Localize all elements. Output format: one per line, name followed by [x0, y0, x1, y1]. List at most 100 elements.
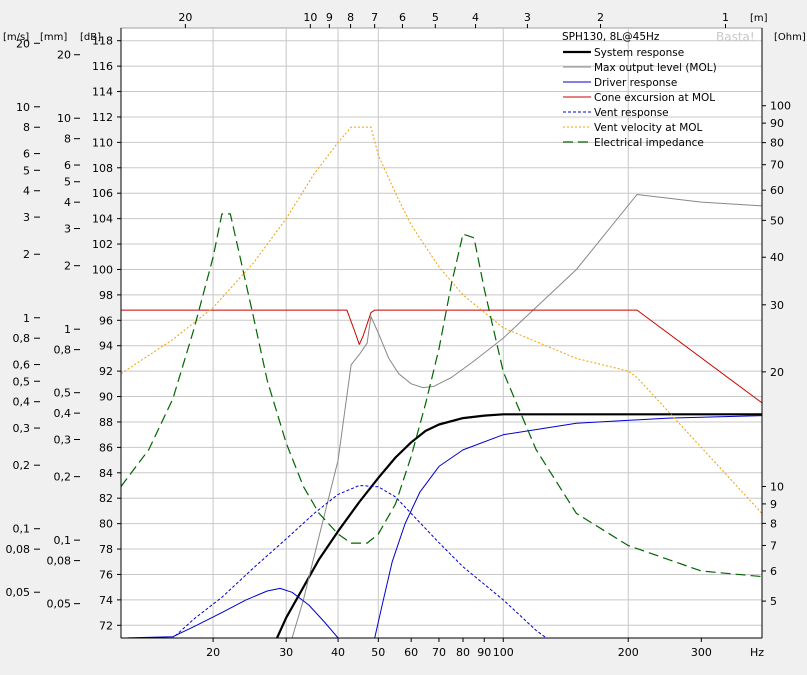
spl-tick-label: 114: [92, 86, 113, 99]
velocity-tick-label: 0,05: [6, 586, 31, 599]
x-tick-label: 100: [493, 646, 514, 659]
spl-axis-unit: [dB]: [80, 32, 101, 43]
excursion-tick-label: 0,8: [54, 344, 72, 357]
spl-tick-label: 108: [92, 162, 113, 175]
velocity-tick-label: 1: [23, 312, 30, 325]
excursion-tick-label: 20: [57, 49, 71, 62]
velocity-tick-label: 0,4: [13, 396, 31, 409]
series-line-1: [291, 194, 763, 639]
velocity-tick-label: 0,1: [13, 523, 31, 536]
spl-tick-label: 102: [92, 238, 113, 251]
impedance-tick-label: 30: [770, 299, 784, 312]
wavelength-axis-unit: [m]: [750, 13, 768, 24]
impedance-tick-label: 6: [770, 565, 777, 578]
spl-tick-label: 80: [99, 518, 113, 531]
excursion-tick-label: 8: [64, 133, 71, 146]
impedance-tick-label: 80: [770, 137, 784, 150]
grid: [121, 28, 762, 638]
excursion-tick-label: 0,3: [54, 433, 72, 446]
impedance-tick-label: 5: [770, 595, 777, 608]
excursion-tick-label: 0,5: [54, 387, 72, 400]
spl-tick-label: 78: [99, 543, 113, 556]
velocity-tick-label: 0,8: [13, 332, 31, 345]
impedance-tick-label: 9: [770, 498, 777, 511]
impedance-tick-label: 50: [770, 214, 784, 227]
impedance-tick-label: 8: [770, 517, 777, 530]
spl-tick-label: 106: [92, 187, 113, 200]
x-tick-label: 30: [279, 646, 293, 659]
wavelength-tick-label: 7: [371, 11, 378, 24]
velocity-axis-unit: [m/s]: [3, 32, 29, 43]
x-tick-label: 60: [404, 646, 418, 659]
impedance-tick-label: 40: [770, 251, 784, 264]
wavelength-tick-label: 4: [472, 11, 479, 24]
spl-tick-label: 84: [99, 467, 113, 480]
excursion-tick-label: 6: [64, 159, 71, 172]
legend-entry: System response: [594, 47, 684, 59]
spl-tick-label: 92: [99, 365, 113, 378]
wavelength-tick-label: 10: [303, 11, 317, 24]
excursion-tick-label: 0,2: [54, 471, 72, 484]
spl-tick-label: 118: [92, 35, 113, 48]
spl-tick-label: 98: [99, 289, 113, 302]
velocity-tick-label: 0,5: [13, 375, 31, 388]
legend-entry: Max output level (MOL): [594, 62, 717, 74]
wavelength-tick-label: 6: [399, 11, 406, 24]
velocity-tick-label: 2: [23, 248, 30, 261]
impedance-tick-label: 20: [770, 366, 784, 379]
wavelength-tick-label: 5: [432, 11, 439, 24]
series-line-6: [120, 213, 763, 578]
spl-tick-label: 76: [99, 568, 113, 581]
excursion-tick-label: 10: [57, 112, 71, 125]
x-tick-label: 90: [477, 646, 491, 659]
spl-tick-label: 110: [92, 136, 113, 149]
wavelength-tick-label: 8: [347, 11, 354, 24]
x-tick-label: 200: [618, 646, 639, 659]
velocity-tick-label: 0,08: [6, 543, 31, 556]
velocity-tick-label: 10: [16, 101, 30, 114]
series-line-4: [121, 485, 547, 639]
velocity-tick-label: 5: [23, 164, 30, 177]
spl-tick-label: 112: [92, 111, 113, 124]
velocity-tick-label: 3: [23, 211, 30, 224]
legend-entry: Driver response: [594, 77, 677, 89]
excursion-tick-label: 0,08: [47, 555, 72, 568]
x-tick-label: 40: [331, 646, 345, 659]
impedance-tick-label: 90: [770, 117, 784, 130]
spl-tick-label: 100: [92, 263, 113, 276]
excursion-tick-label: 1: [64, 323, 71, 336]
impedance-tick-label: 60: [770, 184, 784, 197]
spl-tick-label: 74: [99, 594, 113, 607]
spl-tick-label: 82: [99, 492, 113, 505]
excursion-tick-label: 3: [64, 223, 71, 236]
velocity-tick-label: 4: [23, 185, 30, 198]
excursion-tick-label: 2: [64, 260, 71, 273]
legend-entry: Electrical impedance: [594, 137, 704, 149]
impedance-tick-label: 70: [770, 159, 784, 172]
velocity-tick-label: 0,3: [13, 422, 31, 435]
series-line-3: [121, 309, 763, 404]
spl-tick-label: 96: [99, 314, 113, 327]
chart-title: SPH130, 8L@45Hz: [562, 31, 660, 43]
wavelength-tick-label: 1: [722, 11, 729, 24]
spl-tick-label: 116: [92, 60, 113, 73]
watermark: Basta!: [716, 30, 755, 44]
legend: System response Max output level (MOL) Dri…: [563, 47, 717, 149]
impedance-axis-unit: [Ohm]: [774, 32, 806, 43]
spl-tick-label: 72: [99, 619, 113, 632]
series-line-0: [275, 413, 762, 639]
legend-entry: Vent velocity at MOL: [594, 122, 703, 134]
wavelength-tick-label: 20: [178, 11, 192, 24]
velocity-tick-label: 0,2: [13, 459, 31, 472]
x-tick-label: 300: [691, 646, 712, 659]
x-tick-label: 50: [371, 646, 385, 659]
wavelength-tick-label: 3: [524, 11, 531, 24]
x-axis-unit: Hz: [750, 646, 764, 659]
impedance-tick-label: 100: [770, 100, 791, 113]
spl-tick-label: 86: [99, 441, 113, 454]
legend-entry: Vent response: [594, 107, 669, 119]
spl-tick-label: 104: [92, 213, 113, 226]
velocity-tick-label: 6: [23, 148, 30, 161]
excursion-axis-unit: [mm]: [40, 32, 67, 43]
